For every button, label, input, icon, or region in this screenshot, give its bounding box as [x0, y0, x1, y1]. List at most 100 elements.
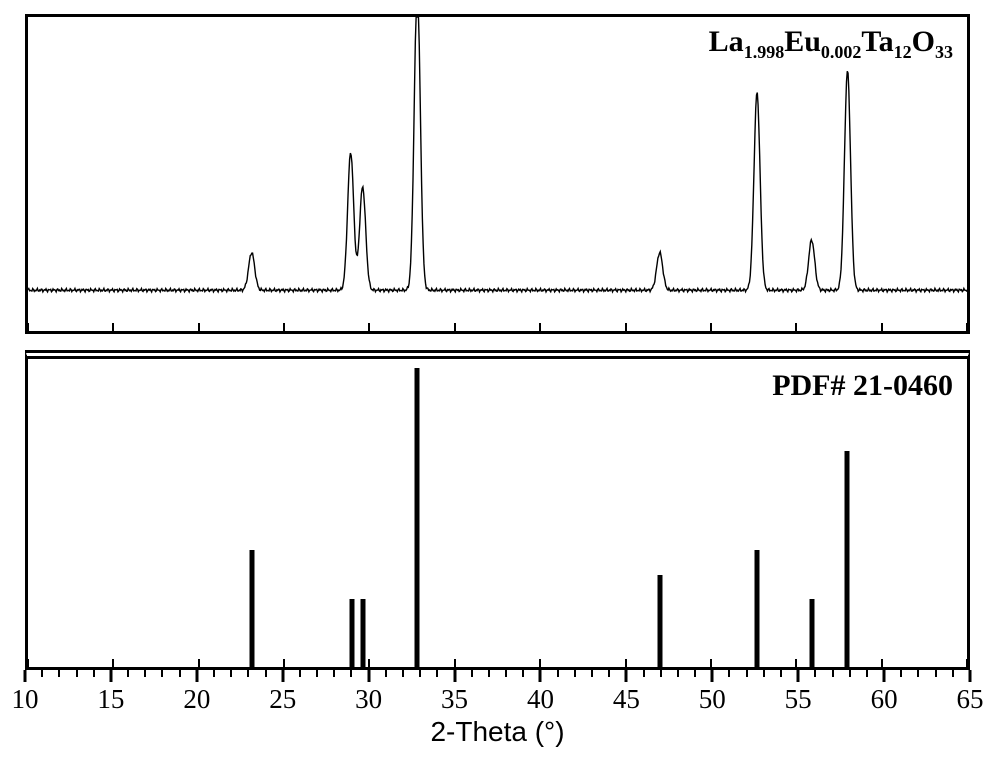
x-tick-label: 35 — [441, 684, 468, 715]
x-minor-tick — [814, 670, 816, 677]
reference-stick — [350, 599, 355, 667]
panel-inset-ticks — [28, 659, 967, 667]
x-minor-tick — [230, 670, 232, 677]
x-minor-tick — [728, 670, 730, 677]
x-major-tick — [797, 670, 800, 682]
x-minor-tick — [402, 670, 404, 677]
x-minor-tick — [179, 670, 181, 677]
reference-pdf-label: PDF# 21-0460 — [772, 369, 953, 403]
x-minor-tick — [694, 670, 696, 677]
x-major-tick — [711, 670, 714, 682]
x-major-tick — [453, 670, 456, 682]
x-major-tick — [109, 670, 112, 682]
xrd-figure: La1.998Eu0.002Ta12O33 PDF# 21-0460 2-The… — [0, 0, 1000, 776]
reference-pdf-panel: PDF# 21-0460 — [25, 350, 970, 670]
sample-xrd-panel: La1.998Eu0.002Ta12O33 — [25, 14, 970, 334]
x-minor-tick — [213, 670, 215, 677]
x-tick-label: 10 — [12, 684, 39, 715]
x-minor-tick — [660, 670, 662, 677]
x-minor-tick — [832, 670, 834, 677]
panel-bottom-tick — [881, 659, 883, 667]
x-minor-tick — [436, 670, 438, 677]
x-minor-tick — [247, 670, 249, 677]
x-minor-tick — [265, 670, 267, 677]
reference-stick — [360, 599, 365, 667]
x-minor-tick — [127, 670, 129, 677]
x-minor-tick — [488, 670, 490, 677]
x-major-tick — [539, 670, 542, 682]
reference-stick — [657, 575, 662, 667]
x-minor-tick — [935, 670, 937, 677]
x-minor-tick — [557, 670, 559, 677]
panel-bottom-tick — [112, 659, 114, 667]
x-minor-tick — [763, 670, 765, 677]
x-minor-tick — [41, 670, 43, 677]
reference-plot-area — [28, 359, 967, 667]
x-major-tick — [195, 670, 198, 682]
x-minor-tick — [299, 670, 301, 677]
x-tick-label: 45 — [613, 684, 640, 715]
panel-bottom-tick — [710, 323, 712, 331]
reference-stick — [755, 550, 760, 667]
xrd-curve — [28, 17, 967, 331]
x-minor-tick — [900, 670, 902, 677]
panel-bottom-tick — [625, 659, 627, 667]
x-minor-tick — [333, 670, 335, 677]
panel-bottom-tick — [27, 323, 29, 331]
x-minor-tick — [144, 670, 146, 677]
reference-stick — [845, 451, 850, 667]
panel-bottom-tick — [966, 659, 968, 667]
x-axis: 2-Theta (°) 101520253035404550556065 — [25, 670, 970, 740]
x-major-tick — [24, 670, 27, 682]
x-minor-tick — [419, 670, 421, 677]
panel-bottom-tick — [112, 323, 114, 331]
x-minor-tick — [385, 670, 387, 677]
x-minor-tick — [849, 670, 851, 677]
panel-bottom-tick — [198, 659, 200, 667]
x-minor-tick — [917, 670, 919, 677]
x-major-tick — [281, 670, 284, 682]
x-minor-tick — [58, 670, 60, 677]
x-minor-tick — [780, 670, 782, 677]
panel-bottom-tick — [368, 323, 370, 331]
x-axis-title: 2-Theta (°) — [25, 716, 970, 748]
x-minor-tick — [952, 670, 954, 677]
x-minor-tick — [866, 670, 868, 677]
x-major-tick — [625, 670, 628, 682]
panel-bottom-tick — [881, 323, 883, 331]
reference-stick — [809, 599, 814, 667]
reference-stick — [415, 368, 420, 667]
x-major-tick — [883, 670, 886, 682]
x-minor-tick — [677, 670, 679, 677]
panel-bottom-tick — [539, 659, 541, 667]
x-tick-label: 15 — [97, 684, 124, 715]
panel-bottom-tick — [539, 323, 541, 331]
x-minor-tick — [471, 670, 473, 677]
x-minor-tick — [746, 670, 748, 677]
x-tick-label: 65 — [957, 684, 984, 715]
x-major-tick — [367, 670, 370, 682]
x-tick-label: 30 — [355, 684, 382, 715]
panel-bottom-tick — [454, 659, 456, 667]
panel-bottom-tick — [710, 659, 712, 667]
x-minor-tick — [505, 670, 507, 677]
x-minor-tick — [161, 670, 163, 677]
x-tick-label: 40 — [527, 684, 554, 715]
x-major-tick — [969, 670, 972, 682]
x-tick-label: 55 — [785, 684, 812, 715]
x-minor-tick — [643, 670, 645, 677]
panel-bottom-tick — [795, 323, 797, 331]
panel-bottom-tick — [795, 659, 797, 667]
panel-bottom-tick — [27, 659, 29, 667]
x-minor-tick — [76, 670, 78, 677]
x-tick-label: 25 — [269, 684, 296, 715]
panel-bottom-tick — [454, 323, 456, 331]
x-minor-tick — [522, 670, 524, 677]
x-minor-tick — [608, 670, 610, 677]
x-tick-label: 50 — [699, 684, 726, 715]
panel-bottom-tick — [283, 659, 285, 667]
x-tick-label: 20 — [183, 684, 210, 715]
x-tick-label: 60 — [871, 684, 898, 715]
sample-composition-label: La1.998Eu0.002Ta12O33 — [709, 25, 953, 63]
panel-bottom-tick — [198, 323, 200, 331]
